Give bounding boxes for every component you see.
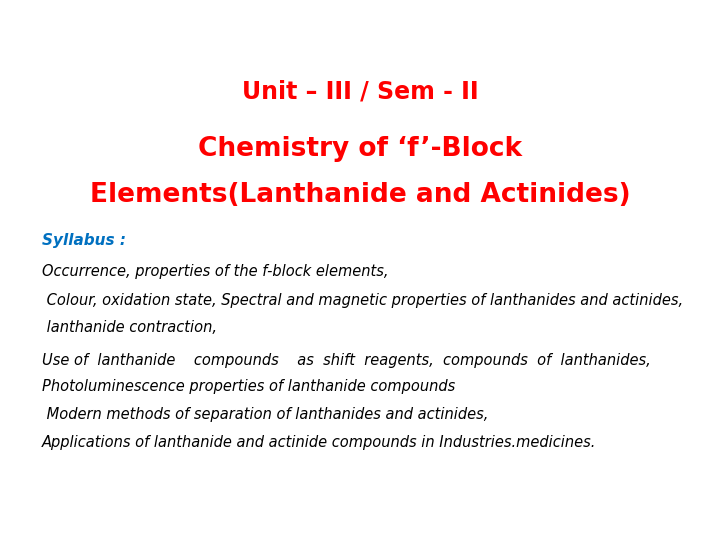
Text: Occurrence, properties of the f-block elements,: Occurrence, properties of the f-block el… — [42, 264, 388, 279]
Text: Elements(Lanthanide and Actinides): Elements(Lanthanide and Actinides) — [90, 183, 630, 208]
Text: Use of  lanthanide    compounds    as  shift  reagents,  compounds  of  lanthani: Use of lanthanide compounds as shift rea… — [42, 353, 650, 368]
Text: Unit – III / Sem - II: Unit – III / Sem - II — [242, 80, 478, 104]
Text: Syllabus :: Syllabus : — [42, 233, 126, 248]
Text: Photoluminescence properties of lanthanide compounds: Photoluminescence properties of lanthani… — [42, 379, 455, 394]
Text: lanthanide contraction,: lanthanide contraction, — [42, 320, 217, 335]
Text: Colour, oxidation state, Spectral and magnetic properties of lanthanides and act: Colour, oxidation state, Spectral and ma… — [42, 293, 683, 308]
Text: Applications of lanthanide and actinide compounds in Industries.medicines.: Applications of lanthanide and actinide … — [42, 435, 596, 450]
Text: Modern methods of separation of lanthanides and actinides,: Modern methods of separation of lanthani… — [42, 407, 488, 422]
Text: Chemistry of ‘f’-Block: Chemistry of ‘f’-Block — [198, 136, 522, 161]
